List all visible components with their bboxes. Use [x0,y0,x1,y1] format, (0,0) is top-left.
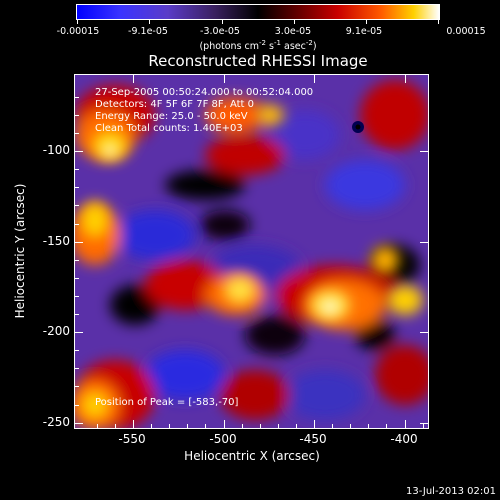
colorbar-label: 0.00015 [446,26,486,37]
y-tick-right [420,332,428,333]
y-minor-tick [75,224,79,225]
colorbar-label: 3.0e-05 [274,26,312,37]
y-tick [75,423,83,424]
y-tick-right [420,423,428,424]
y-minor-tick [75,405,79,406]
y-minor-tick [75,97,79,98]
colorbar-tick [294,20,295,24]
y-minor-tick [75,386,79,387]
x-tick-top [405,75,406,83]
x-minor-tick [368,424,369,428]
y-tick [75,242,83,243]
info-total-counts: Clean Total counts: 1.40E+03 [95,123,243,134]
y-tick-right [420,151,428,152]
x-minor-tick [386,424,387,428]
x-minor-tick [205,424,206,428]
x-minor-tick [296,424,297,428]
y-tick-label: -200 [42,324,70,338]
rhessi-image [75,75,428,428]
y-tick [75,332,83,333]
y-tick [75,151,83,152]
image-plot-area: 27-Sep-2005 00:50:24.000 to 00:52:04.000… [74,74,429,429]
x-tick-label: -500 [209,432,237,446]
x-tick [133,420,134,428]
x-minor-tick [350,424,351,428]
y-minor-tick [75,187,79,188]
colorbar-tick [438,20,439,24]
y-minor-tick [75,314,79,315]
x-minor-tick [115,424,116,428]
x-minor-tick [151,424,152,428]
x-axis-title: Heliocentric X (arcsec) [184,449,320,463]
x-minor-tick [187,424,188,428]
colorbar [76,4,440,20]
colorbar-label: -9.1e-05 [128,26,168,37]
x-tick [224,420,225,428]
x-tick-label: -450 [299,432,327,446]
colorbar-label: 9.1e-05 [345,26,383,37]
x-minor-tick [242,424,243,428]
info-time-range: 27-Sep-2005 00:50:24.000 to 00:52:04.000 [95,87,314,98]
timestamp: 13-Jul-2013 02:01 [405,486,496,497]
info-peak-position: Position of Peak = [-583,-70] [95,397,239,408]
y-tick-label: -250 [42,415,70,429]
x-tick-label: -400 [390,432,418,446]
y-minor-tick [75,278,79,279]
x-minor-tick [332,424,333,428]
colorbar-tick [77,20,78,24]
x-tick [405,420,406,428]
y-axis-title: Heliocentric Y (arcsec) [13,183,27,319]
y-minor-tick [75,205,79,206]
y-minor-tick [75,368,79,369]
y-minor-tick [75,169,79,170]
colorbar-tick [149,20,150,24]
x-minor-tick [278,424,279,428]
x-minor-tick [97,424,98,428]
y-tick-label: -100 [42,143,70,157]
info-energy-range: Energy Range: 25.0 - 50.0 keV [95,111,248,122]
plot-title: Reconstructed RHESSI Image [148,52,368,70]
y-tick-label: -150 [42,234,70,248]
colorbar-units: (photons cm-2 s-1 asec-2) [199,39,317,53]
x-tick-top [224,75,225,83]
x-minor-tick [260,424,261,428]
colorbar-tick [222,20,223,24]
colorbar-label: -3.0e-05 [200,26,240,37]
y-minor-tick [75,133,79,134]
x-tick-label: -550 [118,432,146,446]
colorbar-tick [366,20,367,24]
y-minor-tick [75,115,79,116]
y-tick-right [420,242,428,243]
y-minor-tick [75,350,79,351]
colorbar-label: -0.00015 [56,26,100,37]
x-minor-tick [423,424,424,428]
x-tick-top [314,75,315,83]
x-tick [314,420,315,428]
info-detectors: Detectors: 4F 5F 6F 7F 8F, Att 0 [95,99,255,110]
x-tick-top [133,75,134,83]
y-minor-tick [75,296,79,297]
x-minor-tick [169,424,170,428]
y-minor-tick [75,260,79,261]
